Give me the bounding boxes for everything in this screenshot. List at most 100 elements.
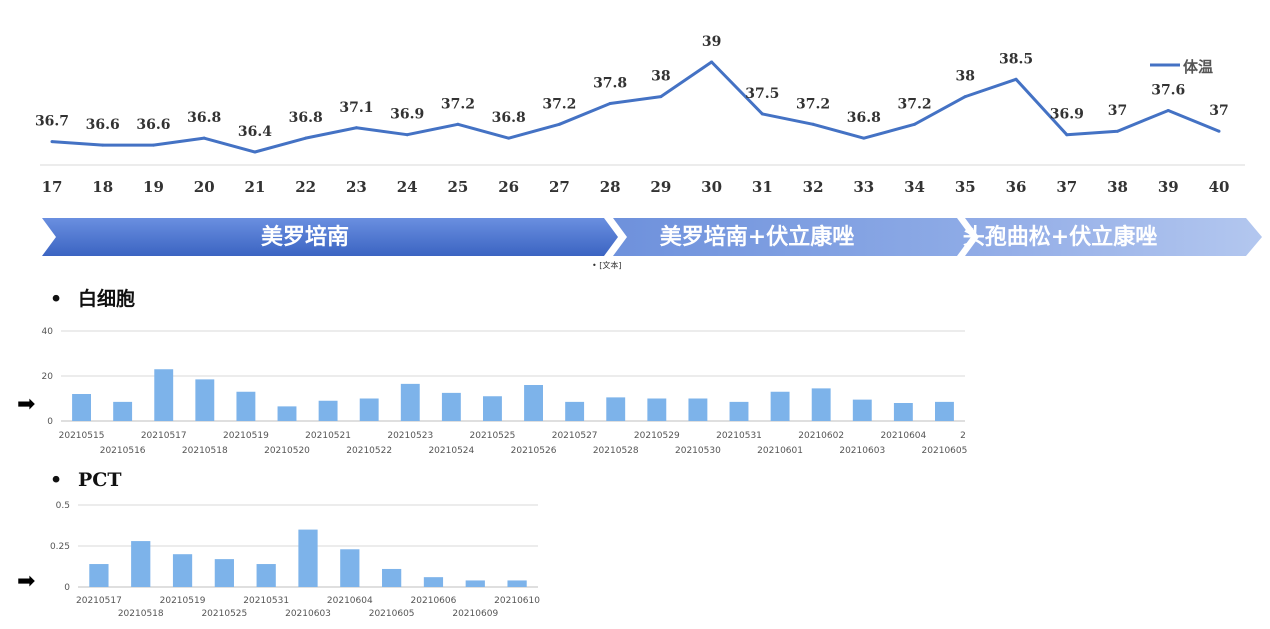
phase-label-2: 美罗培南+伏立康唑 [660,224,854,250]
temp-data-label: 38 [956,69,975,85]
temp-point [963,95,967,99]
temp-point [304,136,308,140]
temp-x-tick: 23 [346,178,367,196]
treatment-phases: 美罗培南 美罗培南+伏立康唑 头孢曲松+伏立康唑 • [文本] [42,218,1262,270]
x-tick-label: 20210606 [411,596,457,606]
temp-point [101,143,105,147]
temp-x-tick: 33 [853,178,874,196]
temp-x-tick: 25 [447,178,468,196]
x-tick-label: 20210525 [201,609,247,619]
bar [359,398,379,421]
x-tick-label: 20210517 [76,596,122,606]
x-tick-label: 20210605 [369,609,415,619]
bar [852,399,872,421]
bar [770,391,790,421]
bar [195,379,215,421]
bar [688,398,708,421]
pct-bar-chart: 0 0.25 0.5 20210517 20210518 20210519 20210525… [50,501,540,619]
bar [277,406,297,421]
x-tick-label: 20210519 [160,596,206,606]
temperature-line-chart: 体温 36.7 36.6 36.6 36.8 36.4 36.8 37.1 36.9 37.2 3… [35,34,1245,196]
temp-data-label: 36.8 [847,110,881,126]
x-tick-label: 20210531 [716,431,762,441]
x-tick-label: 20210601 [757,446,803,456]
temp-point [507,136,511,140]
y-tick-label: 0 [47,417,53,427]
temp-point [1166,108,1170,112]
bar [172,554,193,587]
temp-x-tick: 39 [1158,178,1179,196]
bar [935,401,954,421]
x-tick-label: 20210602 [798,431,844,441]
temp-data-label: 37.2 [441,96,475,112]
bar [256,564,276,587]
temp-point [354,126,358,130]
temp-data-label: 38 [651,69,670,85]
temp-x-tick: 19 [143,178,164,196]
temp-legend: 体温 [1150,58,1213,76]
temp-point [760,112,764,116]
temp-point [862,136,866,140]
phase-arrow-3 [965,218,1262,256]
temp-data-label: 36.9 [390,107,424,123]
temp-x-tick: 38 [1107,178,1128,196]
bar [507,580,527,587]
x-tick-label: 20210609 [452,609,498,619]
temp-series-line [51,60,1220,154]
temp-x-tick: 32 [803,178,824,196]
temp-data-label: 37.6 [1151,82,1185,98]
bar [565,401,585,421]
x-tick-label: 20210610 [494,596,540,606]
x-tick-label: 20210604 [327,596,373,606]
temp-point [811,122,815,126]
bar [318,400,338,421]
bar [441,392,461,421]
pct-arrow-icon: ➡ [17,569,35,594]
temp-data-label: 37.8 [593,76,627,92]
bar [423,577,444,587]
bar [113,401,133,421]
x-tick-label: 20210518 [182,446,228,456]
y-tick-label: 0 [64,583,70,593]
x-tick-label: 20210521 [305,431,351,441]
bar [465,580,485,587]
temp-x-tick: 26 [498,178,519,196]
temp-data-label: 37.1 [339,100,373,116]
temp-x-tick: 17 [42,178,63,196]
bar [524,385,543,421]
phase-label-3: 头孢曲松+伏立康唑 [963,224,1157,250]
x-tick-label: 20210528 [593,446,639,456]
x-tick-label: 20210526 [511,446,557,456]
text-placeholder-note: • [文本] [592,260,622,270]
temp-point [913,122,917,126]
x-tick-label: 20210603 [285,609,331,619]
x-tick-label: 20210519 [223,431,269,441]
phase-label-1: 美罗培南 [261,224,349,250]
bar [89,564,109,587]
x-tick-label: 20210517 [141,431,187,441]
phase-arrow-1 [42,218,618,256]
temp-data-label: 36.4 [238,124,272,140]
temp-x-tick: 37 [1056,178,1077,196]
bar [400,383,420,421]
temp-x-tick: 24 [397,178,418,196]
temp-point [710,60,714,64]
temp-data-label: 37 [1108,103,1127,119]
temp-data-label: 37 [1209,103,1228,119]
wbc-bar-chart: 0 20 40 20210515 20210516 20210517 20210518 202… [42,327,968,456]
temp-point [1116,129,1120,133]
temp-data-label: 37.5 [745,86,779,102]
wbc-title: 白细胞 [78,287,135,310]
x-tick-label: 20210516 [100,446,146,456]
temp-data-label: 39 [702,34,721,50]
temp-point [659,95,663,99]
temp-x-tick: 40 [1209,178,1230,196]
bar [382,568,402,587]
temp-x-tick: 30 [701,178,722,196]
temp-data-label: 36.9 [1050,107,1084,123]
x-tick-label: 20210530 [675,446,721,456]
bar [647,398,667,421]
temp-x-tick: 18 [92,178,113,196]
temp-point [608,102,612,106]
